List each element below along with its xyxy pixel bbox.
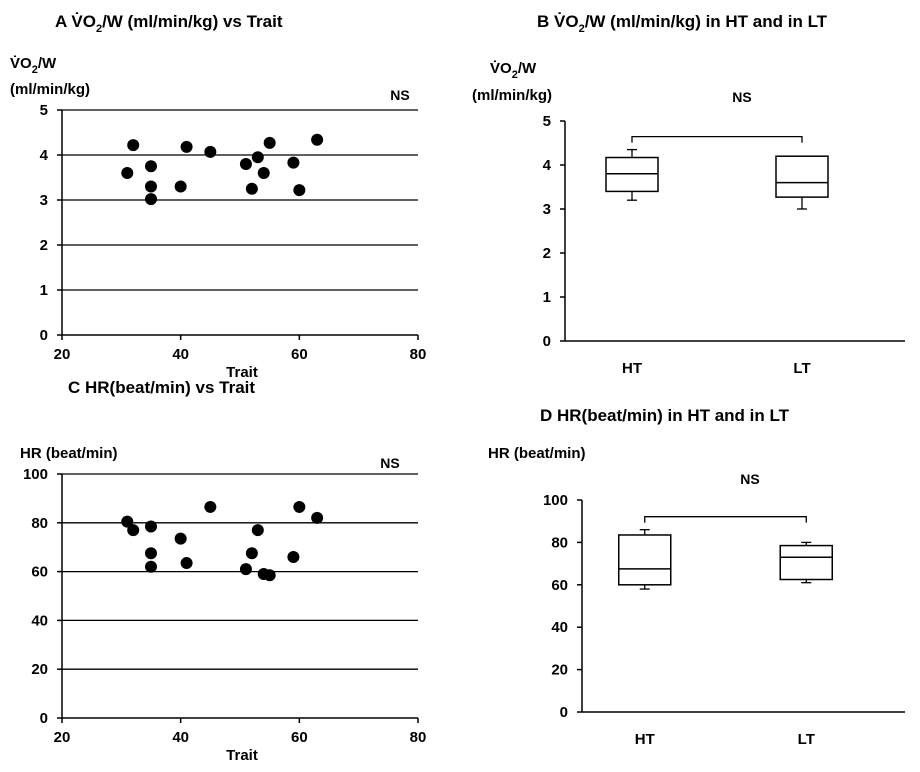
y-tick-label: 1 bbox=[543, 289, 551, 306]
y-tick-label: 20 bbox=[551, 662, 568, 679]
y-axis-label: V̇O2/W bbox=[10, 55, 57, 76]
data-point bbox=[245, 182, 258, 195]
data-point bbox=[311, 133, 324, 146]
ns-annotation: NS bbox=[740, 471, 759, 487]
y-tick-label: 5 bbox=[543, 113, 551, 130]
y-tick-label: 40 bbox=[31, 612, 48, 629]
data-point bbox=[204, 145, 217, 158]
box-ht bbox=[605, 148, 659, 201]
data-point bbox=[263, 569, 276, 582]
panel-d: D HR(beat/min) in HT and in LT HR (beat/m… bbox=[488, 406, 905, 748]
y-axis-units: (ml/min/kg) bbox=[472, 87, 552, 104]
significance-bracket bbox=[644, 516, 807, 523]
panel-title: D HR(beat/min) in HT and in LT bbox=[540, 406, 790, 425]
y-tick-label: 0 bbox=[560, 704, 568, 721]
x-tick-label: 60 bbox=[291, 729, 308, 746]
category-label: LT bbox=[793, 360, 810, 377]
category-label: HT bbox=[635, 731, 655, 748]
box-iqr bbox=[779, 544, 833, 581]
box-ht bbox=[618, 529, 672, 590]
panel-b: B V̇O2/W (ml/min/kg) in HT and in LT V̇O2… bbox=[472, 12, 905, 377]
x-tick-label: 20 bbox=[54, 346, 71, 363]
y-tick-label: 60 bbox=[551, 577, 568, 594]
ns-annotation: NS bbox=[732, 89, 751, 105]
data-point bbox=[145, 520, 157, 533]
y-tick-label: 4 bbox=[543, 157, 552, 174]
data-point bbox=[311, 511, 324, 524]
y-tick-label: 60 bbox=[31, 564, 48, 581]
category-label: LT bbox=[798, 731, 815, 748]
data-point bbox=[293, 500, 306, 513]
x-tick-label: 20 bbox=[54, 729, 71, 746]
data-point bbox=[121, 515, 134, 528]
y-tick-label: 20 bbox=[31, 661, 48, 678]
data-point bbox=[287, 156, 300, 169]
y-tick-label: 100 bbox=[543, 492, 568, 509]
data-point bbox=[251, 524, 264, 537]
y-tick-label: 80 bbox=[551, 534, 568, 551]
data-point bbox=[145, 547, 157, 560]
significance-bracket bbox=[631, 135, 803, 143]
box-lt bbox=[779, 541, 833, 584]
box-iqr bbox=[775, 155, 829, 198]
y-tick-label: 0 bbox=[40, 327, 48, 344]
panel-c: C HR(beat/min) vs Trait HR (beat/min) 0 20 4… bbox=[20, 378, 426, 764]
data-point bbox=[145, 160, 157, 173]
data-point bbox=[127, 524, 140, 537]
ns-annotation: NS bbox=[380, 455, 399, 471]
x-tick-label: 80 bbox=[410, 729, 427, 746]
x-tick-label: 40 bbox=[172, 729, 189, 746]
y-tick-label: 3 bbox=[543, 201, 551, 218]
data-point bbox=[121, 167, 134, 179]
data-point bbox=[263, 136, 276, 149]
x-tick-label: 80 bbox=[410, 346, 427, 363]
data-point bbox=[180, 140, 193, 153]
y-tick-label: 5 bbox=[40, 102, 48, 119]
data-point bbox=[293, 184, 306, 197]
panel-title: B V̇O2/W (ml/min/kg) in HT and in LT bbox=[537, 12, 828, 35]
data-point bbox=[257, 167, 270, 179]
data-point bbox=[180, 557, 193, 570]
y-tick-label: 80 bbox=[31, 515, 48, 532]
y-tick-label: 2 bbox=[40, 237, 48, 254]
data-point bbox=[145, 193, 157, 206]
y-axis-label: HR (beat/min) bbox=[488, 445, 586, 462]
data-point bbox=[245, 547, 258, 560]
data-point bbox=[145, 180, 157, 193]
data-point bbox=[287, 550, 300, 563]
ns-annotation: NS bbox=[390, 87, 409, 103]
panel-title: A V̇O2/W (ml/min/kg) vs Trait bbox=[55, 12, 283, 35]
panel-title: C HR(beat/min) vs Trait bbox=[68, 378, 255, 397]
data-point bbox=[174, 180, 187, 193]
y-tick-label: 0 bbox=[40, 710, 48, 727]
data-point bbox=[239, 158, 252, 170]
y-axis-units: (ml/min/kg) bbox=[10, 81, 90, 98]
data-point bbox=[174, 532, 187, 545]
box-lt bbox=[775, 155, 829, 210]
panel-a: A V̇O2/W (ml/min/kg) vs Trait V̇O2/W (ml/m… bbox=[10, 12, 426, 381]
data-point bbox=[145, 560, 157, 573]
data-point bbox=[239, 563, 252, 576]
box-iqr bbox=[618, 534, 672, 586]
x-axis-label: Trait bbox=[226, 364, 258, 381]
y-tick-label: 2 bbox=[543, 245, 551, 262]
x-tick-label: 60 bbox=[291, 346, 308, 363]
y-tick-label: 40 bbox=[551, 619, 568, 636]
x-axis-label: Trait bbox=[226, 747, 258, 764]
y-tick-label: 0 bbox=[543, 333, 551, 350]
data-point bbox=[127, 139, 140, 152]
data-point bbox=[251, 151, 264, 164]
y-axis-label: HR (beat/min) bbox=[20, 445, 118, 462]
y-tick-label: 4 bbox=[40, 147, 49, 164]
x-tick-label: 40 bbox=[172, 346, 189, 363]
y-tick-label: 100 bbox=[23, 466, 48, 483]
data-point bbox=[204, 500, 217, 513]
category-label: HT bbox=[622, 360, 642, 377]
y-tick-label: 1 bbox=[40, 282, 48, 299]
y-tick-label: 3 bbox=[40, 192, 48, 209]
y-axis-label: V̇O2/W bbox=[490, 60, 537, 81]
